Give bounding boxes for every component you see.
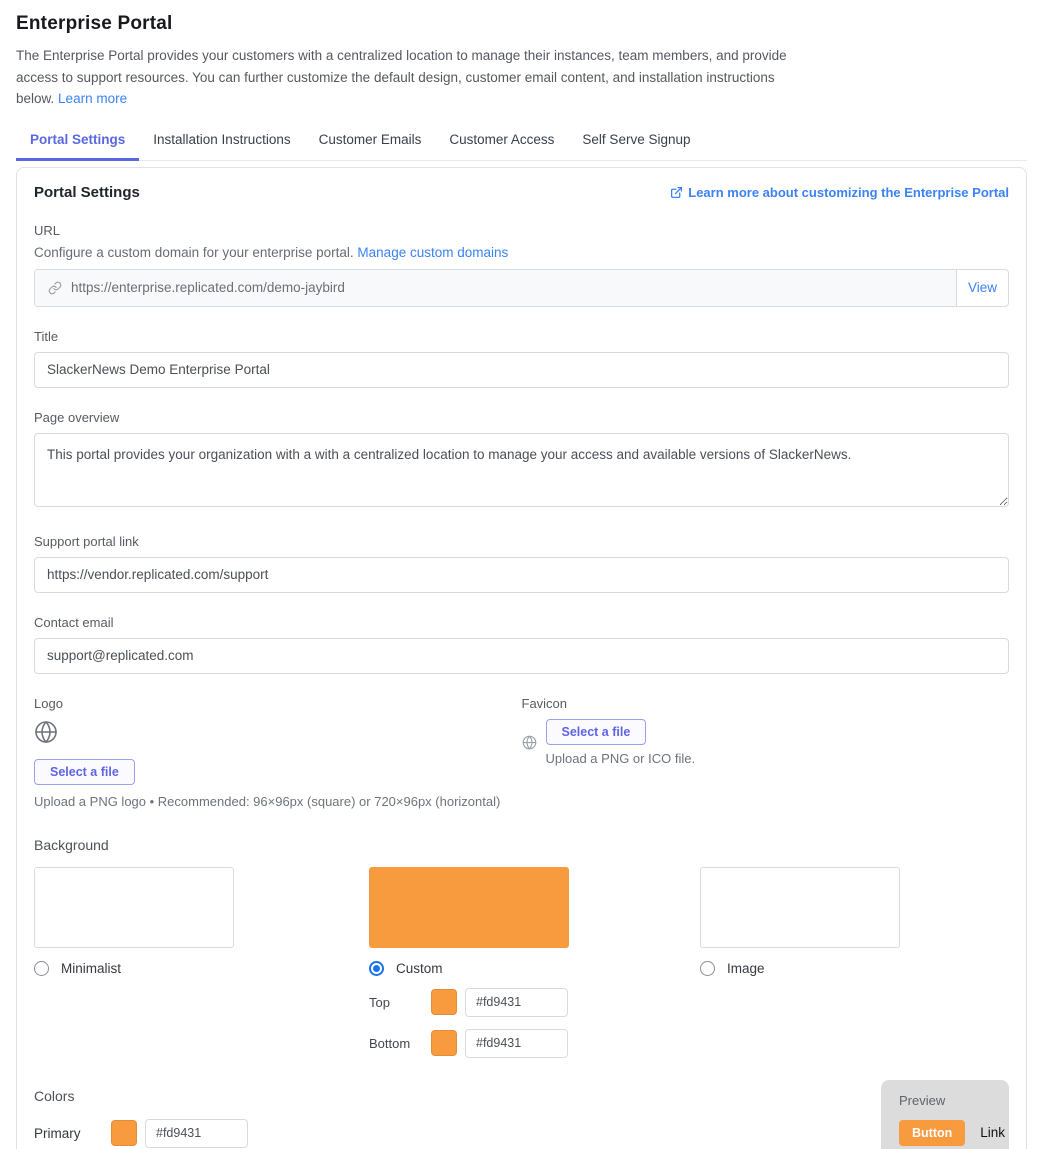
- url-help: Configure a custom domain for your enter…: [34, 245, 1009, 260]
- gradient-bottom-hex-input[interactable]: [465, 1028, 568, 1058]
- page-description: The Enterprise Portal provides your cust…: [16, 45, 808, 110]
- favicon-select-file-button[interactable]: Select a file: [545, 718, 647, 745]
- view-button[interactable]: View: [956, 269, 1008, 306]
- card-header: Portal Settings Learn more about customi…: [34, 184, 1009, 201]
- preview-panel: Preview Button Link: [881, 1079, 1009, 1149]
- contact-email-input[interactable]: [34, 637, 1009, 674]
- card-title: Portal Settings: [34, 183, 140, 201]
- support-link-input[interactable]: [34, 556, 1009, 593]
- learn-more-link[interactable]: Learn more: [58, 91, 128, 107]
- custom-radio-label: Custom: [396, 960, 443, 976]
- globe-icon: [34, 720, 522, 744]
- image-radio-row: Image: [700, 960, 900, 976]
- logo-select-file-button[interactable]: Select a file: [34, 758, 135, 785]
- logo-helper-text: Upload a PNG logo • Recommended: 96×96px…: [34, 793, 501, 809]
- url-label: URL: [34, 222, 61, 238]
- page-title: Enterprise Portal: [16, 13, 173, 34]
- colors-heading: Colors: [34, 1087, 75, 1104]
- background-option-custom: Custom Top Bottom: [369, 866, 569, 1058]
- url-input-group: View: [34, 268, 1009, 307]
- image-radio-label: Image: [727, 960, 765, 976]
- custom-radio-row: Custom: [369, 960, 569, 976]
- tab-portal-settings[interactable]: Portal Settings: [16, 123, 140, 161]
- tab-customer-emails[interactable]: Customer Emails: [318, 131, 422, 147]
- colors-section: Colors Primary Secondary Preview Button …: [34, 1079, 1009, 1149]
- customize-docs-link[interactable]: Learn more about customizing the Enterpr…: [670, 185, 1009, 200]
- url-section: URL Configure a custom domain for your e…: [34, 223, 1009, 307]
- overview-textarea[interactable]: This portal provides your organization w…: [34, 432, 1009, 507]
- gradient-bottom-row: Bottom: [369, 1028, 569, 1058]
- preview-row: Button Link: [899, 1119, 1005, 1146]
- link-icon: [48, 281, 62, 295]
- tab-bar: Portal Settings Installation Instruction…: [16, 123, 1027, 161]
- favicon-controls: Select a file Upload a PNG or ICO file.: [545, 718, 696, 766]
- contact-email-label: Contact email: [34, 614, 114, 630]
- image-radio[interactable]: [700, 960, 715, 976]
- overview-label: Page overview: [34, 409, 120, 425]
- minimalist-preview-box[interactable]: [34, 866, 234, 948]
- url-display: [35, 269, 956, 306]
- tab-customer-access[interactable]: Customer Access: [449, 131, 555, 147]
- favicon-helper-text: Upload a PNG or ICO file.: [545, 750, 696, 766]
- overview-field: Page overview This portal provides your …: [34, 410, 1009, 512]
- logo-label: Logo: [34, 695, 63, 711]
- preview-link-sample[interactable]: Link: [980, 1125, 1006, 1141]
- gradient-bottom-label: Bottom: [369, 1035, 411, 1051]
- customize-docs-link-label: Learn more about customizing the Enterpr…: [688, 184, 1009, 200]
- tab-self-serve-signup[interactable]: Self Serve Signup: [582, 131, 691, 147]
- url-input[interactable]: [71, 280, 943, 296]
- preview-title: Preview: [899, 1092, 946, 1108]
- primary-hex-input[interactable]: [145, 1118, 248, 1148]
- logo-section: Logo Select a file Upload a PNG logo • R…: [34, 696, 522, 809]
- minimalist-radio-row: Minimalist: [34, 960, 234, 976]
- title-input[interactable]: [34, 351, 1009, 388]
- manage-custom-domains-link[interactable]: Manage custom domains: [357, 244, 509, 260]
- custom-preview-box[interactable]: [369, 866, 569, 948]
- background-options: Minimalist Custom Top Bottom: [34, 866, 1009, 1058]
- primary-color-swatch[interactable]: [111, 1120, 137, 1147]
- custom-radio[interactable]: [369, 960, 384, 976]
- preview-button-sample[interactable]: Button: [899, 1119, 966, 1146]
- favicon-section: Favicon Select a file Upload a PNG or IC…: [522, 696, 1010, 809]
- gradient-bottom-color-swatch[interactable]: [431, 1030, 457, 1057]
- page-description-text: The Enterprise Portal provides your cust…: [16, 48, 787, 107]
- support-link-field: Support portal link: [34, 534, 1009, 593]
- primary-color-label: Primary: [34, 1125, 81, 1141]
- tab-installation-instructions[interactable]: Installation Instructions: [153, 131, 291, 147]
- primary-color-row: Primary: [34, 1118, 1009, 1148]
- gradient-top-row: Top: [369, 987, 569, 1017]
- minimalist-radio-label: Minimalist: [61, 960, 122, 976]
- external-link-icon: [670, 186, 683, 199]
- minimalist-radio[interactable]: [34, 960, 49, 976]
- portal-settings-card: Portal Settings Learn more about customi…: [16, 166, 1027, 1149]
- gradient-top-color-swatch[interactable]: [431, 989, 457, 1016]
- image-preview-box[interactable]: [700, 866, 900, 948]
- gradient-top-label: Top: [369, 994, 390, 1010]
- background-option-image: Image: [700, 866, 900, 1058]
- background-heading: Background: [34, 836, 109, 853]
- favicon-inner: Select a file Upload a PNG or ICO file.: [522, 718, 1010, 766]
- url-help-text: Configure a custom domain for your enter…: [34, 244, 354, 260]
- title-field: Title: [34, 329, 1009, 388]
- title-label: Title: [34, 328, 59, 344]
- support-link-label: Support portal link: [34, 533, 139, 549]
- background-option-minimalist: Minimalist: [34, 866, 234, 1058]
- gradient-top-hex-input[interactable]: [465, 987, 568, 1017]
- background-section: Background Minimalist Custom: [34, 837, 1009, 1058]
- logo-favicon-row: Logo Select a file Upload a PNG logo • R…: [34, 696, 1009, 809]
- globe-icon: [522, 735, 537, 750]
- favicon-label: Favicon: [521, 695, 568, 711]
- contact-email-field: Contact email: [34, 615, 1009, 674]
